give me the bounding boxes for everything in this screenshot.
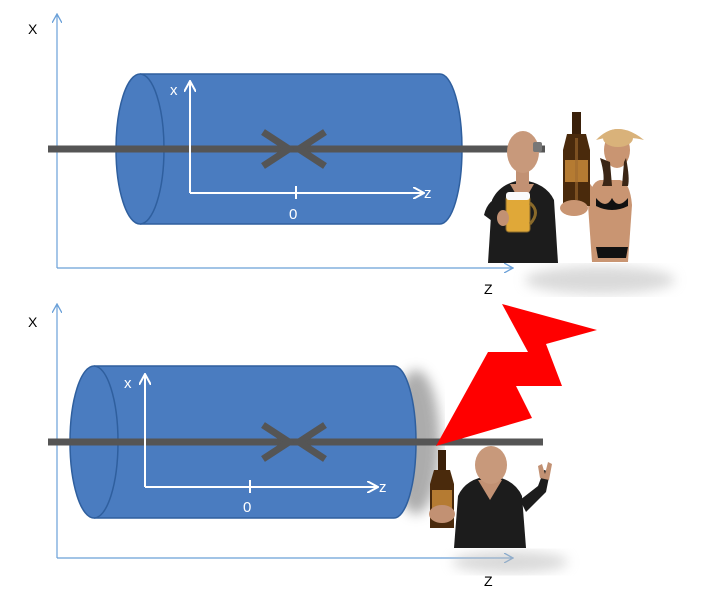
beam-arrowhead-right: [261, 422, 296, 462]
outer-x-label: X: [28, 21, 38, 37]
inner-z-label: z: [379, 479, 387, 496]
inner-z-label: z: [424, 185, 432, 202]
inner-x-label: x: [124, 375, 132, 392]
beer-mug: [505, 195, 531, 233]
outer-z-label: Z: [484, 573, 493, 589]
beer-bottle: [560, 112, 590, 216]
people-with-beer-illustration: [484, 112, 675, 294]
outer-z-label: Z: [484, 281, 493, 297]
beer-bottle: [429, 450, 455, 528]
beam-arrowhead-right: [261, 129, 296, 169]
man-with-bottle-illustration: [429, 446, 568, 573]
origin-label: 0: [289, 206, 297, 223]
origin-label: 0: [243, 499, 251, 516]
beam-arrowhead-left: [292, 422, 327, 462]
panel-bottom: X Z x z 0: [28, 304, 597, 589]
panel-top: X Z x z 0: [28, 15, 675, 297]
woman-figure: [576, 129, 644, 262]
lightning-bolt: [436, 304, 597, 446]
beam-arrowhead-left: [292, 129, 327, 169]
man-figure: [484, 131, 558, 263]
outer-x-label: X: [28, 314, 38, 330]
inner-x-label: x: [170, 82, 178, 99]
